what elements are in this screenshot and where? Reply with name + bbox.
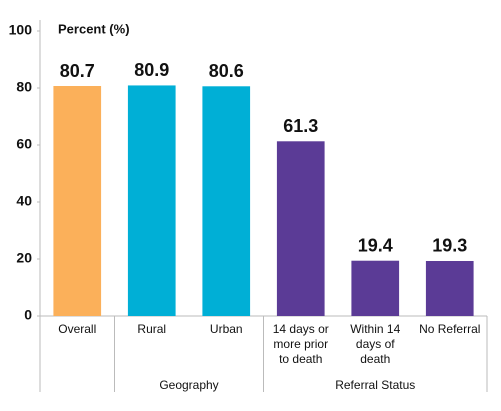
x-tick-label-box: 14 days or more prior to death <box>272 322 329 366</box>
y-tick-label: 60 <box>16 136 32 152</box>
bar <box>425 260 474 316</box>
y-tick-label: 40 <box>16 193 32 209</box>
bar <box>127 85 176 316</box>
data-label: 80.9 <box>134 60 169 80</box>
y-tick-label: 80 <box>16 79 32 95</box>
x-tick-label: Within 14 days of death <box>350 322 401 366</box>
x-tick-label: Rural <box>137 322 167 336</box>
data-label: 61.3 <box>283 116 318 136</box>
x-tick-label: Overall <box>58 322 97 336</box>
x-tick-label: No Referral <box>419 322 481 336</box>
data-label: 19.4 <box>358 235 393 255</box>
group-label: Geography <box>159 378 218 392</box>
group-label: Referral Status <box>335 378 415 392</box>
x-tick-label-box: Within 14 days of death <box>350 322 401 366</box>
x-tick-label: 14 days or more prior to death <box>272 322 329 366</box>
x-tick-label: Urban <box>209 322 243 336</box>
x-tick-label-box: Overall <box>58 322 97 336</box>
y-tick-label: 0 <box>24 307 32 323</box>
data-label: 80.7 <box>60 61 95 81</box>
y-tick-label: 100 <box>9 22 33 38</box>
bar <box>53 86 102 316</box>
y-tick-label: 20 <box>16 250 32 266</box>
bar <box>202 86 251 316</box>
data-label: 80.6 <box>209 61 244 81</box>
x-tick-label-box: Rural <box>137 322 167 336</box>
data-label: 19.3 <box>432 236 467 256</box>
y-axis-title: Percent (%) <box>58 21 130 36</box>
x-tick-label-box: Urban <box>209 322 243 336</box>
x-tick-label-box: No Referral <box>419 322 481 336</box>
bar <box>351 260 400 316</box>
bar <box>276 141 325 316</box>
